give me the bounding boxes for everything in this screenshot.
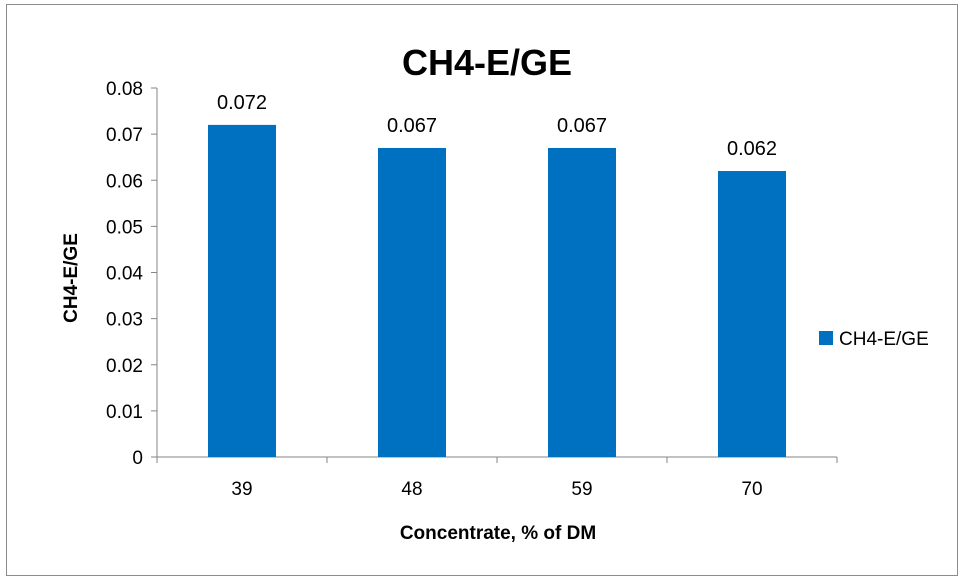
plot-area: 0 0.01 0.02 0.03 0.04 0.05 0.06 0.07 0.08 0.072 39… — [106, 79, 838, 500]
bar — [208, 124, 276, 458]
data-label: 0.062 — [727, 138, 777, 160]
y-axis-title: CH4-E/GE — [61, 233, 82, 323]
data-label: 0.067 — [557, 115, 607, 137]
bar-chart: CH4-E/GE CH4-E/GE Concentrate, % of DM 0… — [61, 42, 929, 544]
x-tick-label: 70 — [741, 479, 762, 500]
legend-label: CH4-E/GE — [839, 329, 929, 350]
bar — [378, 147, 446, 457]
data-label: 0.067 — [387, 115, 437, 137]
x-tick-label: 39 — [231, 479, 252, 500]
y-tick-label: 0.01 — [106, 402, 143, 423]
y-tick-label: 0 — [132, 448, 143, 469]
y-tick-label: 0.05 — [106, 217, 143, 238]
legend-swatch — [819, 331, 833, 345]
chart-title: CH4-E/GE — [402, 42, 572, 83]
bar — [548, 147, 616, 457]
chart-frame: CH4-E/GE CH4-E/GE Concentrate, % of DM 0… — [6, 4, 958, 576]
x-tick-label: 48 — [401, 479, 422, 500]
legend: CH4-E/GE — [819, 329, 929, 350]
y-tick-label: 0.04 — [106, 264, 143, 285]
y-tick-label: 0.08 — [106, 79, 143, 100]
x-axis-title: Concentrate, % of DM — [400, 523, 596, 544]
y-tick-label: 0.07 — [106, 125, 143, 146]
x-tick-label: 59 — [571, 479, 592, 500]
bar — [718, 171, 786, 457]
y-tick-label: 0.02 — [106, 356, 143, 377]
data-label: 0.072 — [217, 92, 267, 114]
y-tick-label: 0.03 — [106, 310, 143, 331]
y-tick-label: 0.06 — [106, 171, 143, 192]
